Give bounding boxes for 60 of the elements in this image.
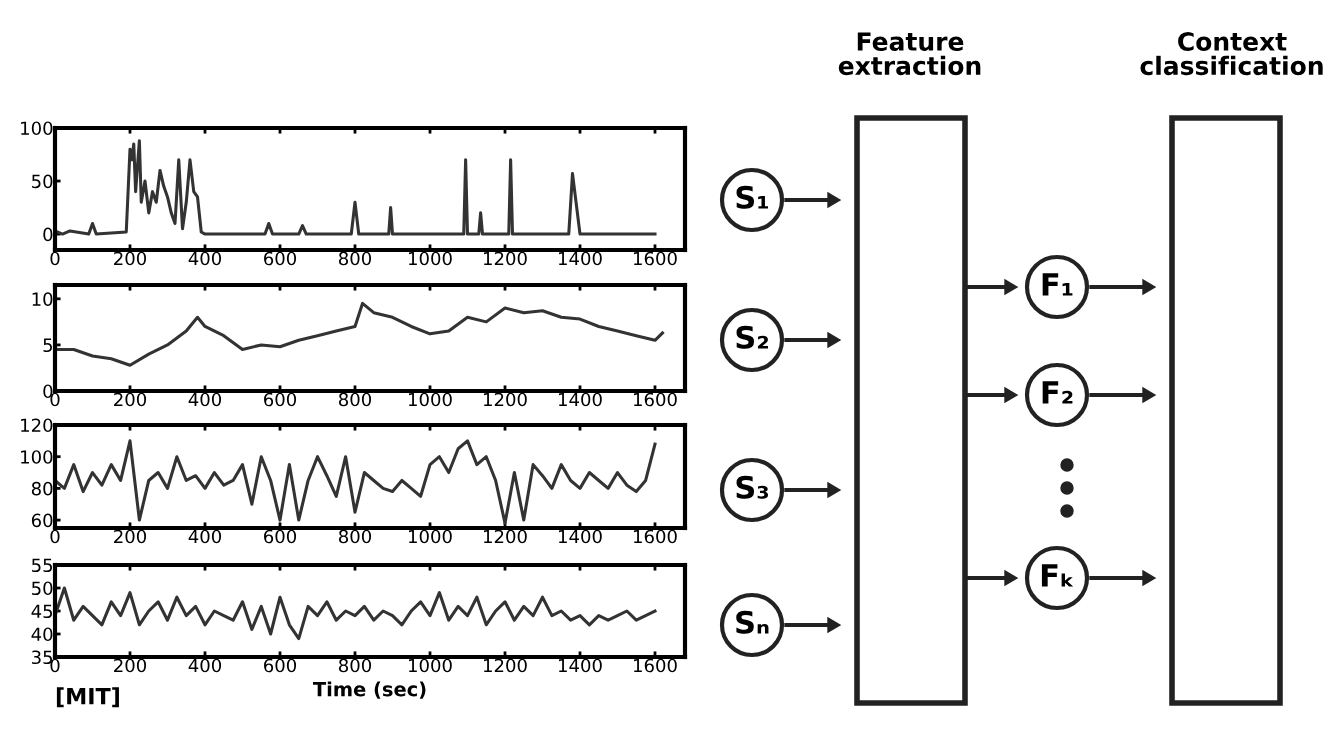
line-series [55,586,657,641]
text: S₂ [736,325,768,349]
x-tick-label: 200 [114,658,147,673]
text: F₂ [1042,381,1073,404]
x-tick-label: 600 [264,251,297,266]
x-tick-label: 1600 [634,392,677,407]
x-tick-label: 1000 [409,658,452,673]
x-tick-label: 1200 [484,658,527,673]
y-tick-label: 50 [32,581,53,596]
x-tick-label: 800 [338,529,372,544]
x-tick-label: 1000 [409,392,452,407]
text: S₁ [736,185,768,209]
x-tick-label: 600 [264,392,297,407]
x-tick-label: 1400 [559,392,602,407]
x-tick-label: 1600 [634,658,677,673]
y-tick-label: 120 [21,418,53,433]
y-tick-label: 50 [32,174,53,189]
x-tick-label: 1000 [409,251,452,266]
x-tick-label: 400 [188,658,222,673]
text: F₁ [1042,273,1073,296]
text: [MIT] [56,687,119,708]
line-series [55,439,657,525]
x-tick-label: 200 [114,392,147,407]
x-tick-label: 600 [264,658,297,673]
x-tick-label: 1600 [634,529,677,544]
x-tick-label: 800 [338,251,372,266]
x-tick-label: 1200 [484,529,527,544]
x-tick-label: 400 [188,392,222,407]
line-series [55,139,657,236]
y-tick-label: 45 [31,604,53,619]
y-tick-label: 5 [43,338,53,353]
y-tick-label: 100 [21,121,53,136]
x-tick-label: 1600 [634,251,677,266]
x-tick-label: 200 [114,529,147,544]
x-tick-label: 800 [338,658,372,673]
x-tick-label: 800 [338,392,372,407]
text: Sₙ [736,610,769,634]
text: Fₖ [1041,564,1074,587]
y-tick-label: 0 [43,227,53,242]
x-tick-label: 200 [114,251,147,266]
y-tick-label: 100 [21,450,53,464]
y-tick-label: 40 [31,627,53,642]
x-tick-label: 1200 [484,392,527,407]
x-axis-title: Time (sec) [312,681,426,699]
x-tick-label: 1400 [559,529,602,544]
line-series [55,301,665,367]
text: S₃ [736,475,769,499]
y-tick-label: 80 [31,481,53,496]
y-tick-label: 55 [32,558,53,573]
text: Feature extraction [838,32,981,76]
x-tick-label: 1000 [409,529,452,544]
x-tick-label: 600 [264,529,297,544]
x-tick-label: 400 [188,529,222,544]
y-tick-label: 10 [32,292,53,306]
x-tick-label: 1400 [559,251,602,266]
x-tick-label: 1400 [559,658,602,673]
x-tick-label: 1200 [484,251,527,266]
text: Context classification [1140,32,1323,76]
x-tick-label: 400 [188,251,222,266]
y-tick-label: 60 [31,513,53,528]
